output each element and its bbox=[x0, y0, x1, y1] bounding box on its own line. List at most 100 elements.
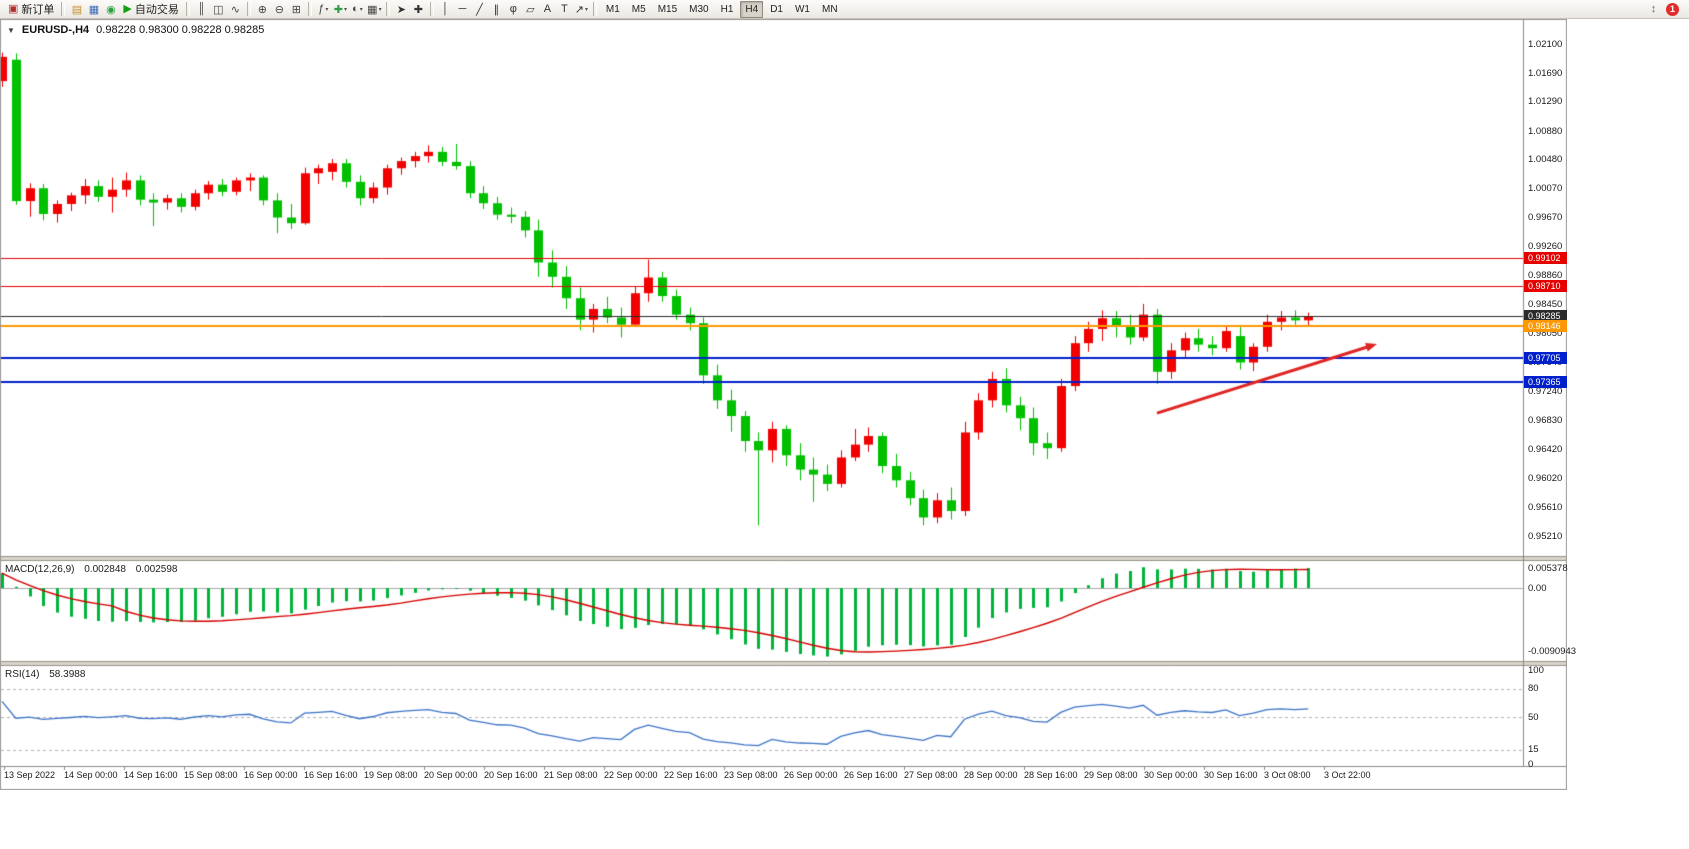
timeframe-m30[interactable]: M30 bbox=[689, 3, 709, 15]
time-axis-label: 28 Sep 16:00 bbox=[1024, 770, 1078, 780]
dropdown-caret-icon[interactable]: ▾ bbox=[359, 6, 363, 13]
time-axis-label: 15 Sep 08:00 bbox=[184, 770, 238, 780]
time-axis[interactable]: 13 Sep 2022 14 Sep 00:00 14 Sep 16:00 15 Se… bbox=[0, 767, 1523, 789]
dropdown-caret-icon[interactable]: ▾ bbox=[584, 6, 588, 13]
timeframe-h4[interactable]: H4 bbox=[740, 0, 764, 18]
timeframe-d1[interactable]: D1 bbox=[770, 3, 783, 15]
price-axis-label: 1.00070 bbox=[1528, 183, 1563, 195]
timeframe-m15[interactable]: M15 bbox=[657, 3, 678, 15]
price-line-tag: 0.98146 bbox=[1524, 320, 1567, 333]
macd-axis-label: 0.00 bbox=[1528, 582, 1547, 594]
templates-icon[interactable]: ▦ ▾ bbox=[367, 3, 382, 16]
macd-label: MACD(12,26,9) 0.002848 0.002598 bbox=[5, 564, 177, 575]
toolbar: ▣ 新订单 ▤ ▦ ◉ ▶ 自动交易 ║ ◫ ∿ ⊕ ⊖ ⊞ ƒ ▾ ✚ ▾ ◐ ▾ ▦ ▾ ➤ ✚ │ ─ ╱ ∥ φ ▱ A T ↗ ▾ M1… bbox=[0, 0, 1689, 19]
price-line-tag: 0.97365 bbox=[1524, 376, 1567, 389]
price-axis[interactable]: 1.02100 1.01690 1.01290 1.00880 1.00480 1.000… bbox=[1524, 19, 1576, 770]
trendline-icon[interactable]: ╱ bbox=[476, 3, 483, 16]
time-axis-label: 30 Sep 00:00 bbox=[1144, 770, 1198, 780]
price-axis-label: 0.96830 bbox=[1528, 414, 1563, 426]
price-axis-label: 1.00480 bbox=[1528, 154, 1563, 166]
play-icon: ▶ bbox=[123, 3, 132, 15]
price-axis-label: 0.96020 bbox=[1528, 472, 1563, 484]
rsi-axis-label: 15 bbox=[1528, 744, 1539, 756]
rsi-label: RSI(14) 58.3988 bbox=[5, 669, 85, 680]
dropdown-caret-icon[interactable]: ▾ bbox=[325, 6, 329, 13]
auto-trading-button-label: 自动交易 bbox=[134, 4, 179, 16]
text-icon[interactable]: A bbox=[543, 3, 552, 15]
rsi-axis-label: 50 bbox=[1528, 711, 1539, 723]
time-axis-label: 22 Sep 00:00 bbox=[604, 770, 658, 780]
symbol-label: EURUSD-,H4 bbox=[21, 24, 90, 36]
time-axis-label: 14 Sep 16:00 bbox=[124, 770, 178, 780]
chart-shift-icon[interactable]: ↕ bbox=[1650, 3, 1657, 15]
fibonacci-icon[interactable]: φ bbox=[509, 3, 517, 15]
zoom-out-icon[interactable]: ⊖ bbox=[274, 3, 284, 16]
time-axis-label: 14 Sep 00:00 bbox=[64, 770, 118, 780]
horizontal-line-icon[interactable]: ─ bbox=[458, 3, 467, 15]
time-axis-label: 29 Sep 08:00 bbox=[1084, 770, 1138, 780]
new-order-icon: ▣ bbox=[8, 3, 19, 15]
time-axis-label: 19 Sep 08:00 bbox=[364, 770, 418, 780]
toolbar-separator bbox=[185, 2, 190, 16]
price-line-tag: 0.97705 bbox=[1524, 351, 1567, 364]
price-axis-label: 0.98860 bbox=[1528, 269, 1563, 281]
timeframe-w1[interactable]: W1 bbox=[794, 3, 810, 15]
macd-value: 0.002848 bbox=[84, 564, 126, 575]
add-indicator-icon[interactable]: ✚ ▾ bbox=[333, 3, 347, 16]
channel-icon[interactable]: ∥ bbox=[493, 3, 500, 16]
toolbar-separator bbox=[307, 2, 312, 16]
price-axis-label: 0.95610 bbox=[1528, 501, 1563, 513]
tile-windows-icon[interactable]: ⊞ bbox=[291, 3, 301, 16]
candlestick-chart[interactable] bbox=[0, 19, 1567, 790]
timeframe-h1[interactable]: H1 bbox=[720, 3, 734, 15]
arrows-icon[interactable]: ↗ ▾ bbox=[574, 3, 588, 16]
rsi-name: RSI(14) bbox=[5, 669, 40, 680]
time-axis-label: 21 Sep 08:00 bbox=[544, 770, 598, 780]
price-axis-label: 0.97240 bbox=[1528, 385, 1563, 397]
candlestick-chart-icon[interactable]: ◫ bbox=[213, 3, 224, 16]
macd-axis-label: 0.005378 bbox=[1528, 563, 1568, 574]
time-axis-label: 26 Sep 16:00 bbox=[844, 770, 898, 780]
price-axis-label: 1.02100 bbox=[1528, 38, 1563, 50]
time-axis-label: 30 Sep 16:00 bbox=[1204, 770, 1258, 780]
timeframe-m5[interactable]: M5 bbox=[631, 3, 646, 15]
timeframe-mn[interactable]: MN bbox=[821, 3, 838, 15]
price-line-tag: 0.99102 bbox=[1524, 252, 1567, 265]
dropdown-caret-icon[interactable]: ▾ bbox=[343, 6, 347, 13]
price-axis-label: 0.98450 bbox=[1528, 299, 1563, 311]
periods-icon[interactable]: ◐ ▾ bbox=[352, 3, 363, 15]
cursor-icon[interactable]: ➤ bbox=[396, 3, 406, 16]
vertical-line-icon[interactable]: │ bbox=[441, 3, 449, 15]
time-axis-label: 3 Oct 08:00 bbox=[1264, 770, 1311, 780]
data-window-icon[interactable]: ▦ bbox=[88, 3, 100, 16]
zoom-in-icon[interactable]: ⊕ bbox=[257, 3, 267, 16]
time-axis-label: 27 Sep 08:00 bbox=[904, 770, 958, 780]
line-chart-icon[interactable]: ∿ bbox=[230, 3, 240, 16]
auto-trading-button[interactable]: ▶ 自动交易 bbox=[119, 1, 182, 18]
toolbar-separator bbox=[246, 2, 251, 16]
shapes-icon[interactable]: ▱ bbox=[526, 3, 535, 16]
timeframe-m1[interactable]: M1 bbox=[605, 3, 620, 15]
macd-name: MACD(12,26,9) bbox=[5, 564, 75, 575]
toolbar-separator bbox=[61, 2, 66, 16]
rsi-value: 58.3988 bbox=[49, 669, 86, 680]
time-axis-label: 23 Sep 08:00 bbox=[724, 770, 778, 780]
new-order-button[interactable]: ▣ 新订单 bbox=[4, 1, 58, 18]
price-line-tag: 0.98710 bbox=[1524, 280, 1567, 293]
time-axis-label: 28 Sep 00:00 bbox=[964, 770, 1018, 780]
dropdown-caret-icon[interactable]: ▾ bbox=[378, 6, 382, 13]
crosshair-icon[interactable]: ✚ bbox=[413, 3, 423, 16]
new-order-button-label: 新订单 bbox=[21, 4, 55, 16]
time-axis-label: 13 Sep 2022 bbox=[4, 770, 56, 780]
notification-badge[interactable]: 1 bbox=[1666, 2, 1679, 16]
text-label-icon[interactable]: T bbox=[561, 3, 568, 15]
strategy-tester-icon[interactable]: ◉ bbox=[106, 3, 116, 16]
chart-title: ▼ EURUSD-,H4 0.98228 0.98300 0.98228 0.9… bbox=[7, 24, 264, 36]
price-axis-label: 1.00880 bbox=[1528, 125, 1563, 137]
indicators-list-icon[interactable]: ƒ ▾ bbox=[318, 3, 329, 15]
time-axis-label: 22 Sep 16:00 bbox=[664, 770, 718, 780]
bar-chart-icon[interactable]: ║ bbox=[197, 3, 206, 15]
chart-menu-caret-icon[interactable]: ▼ bbox=[7, 25, 15, 35]
charts-icon[interactable]: ▤ bbox=[71, 3, 83, 16]
